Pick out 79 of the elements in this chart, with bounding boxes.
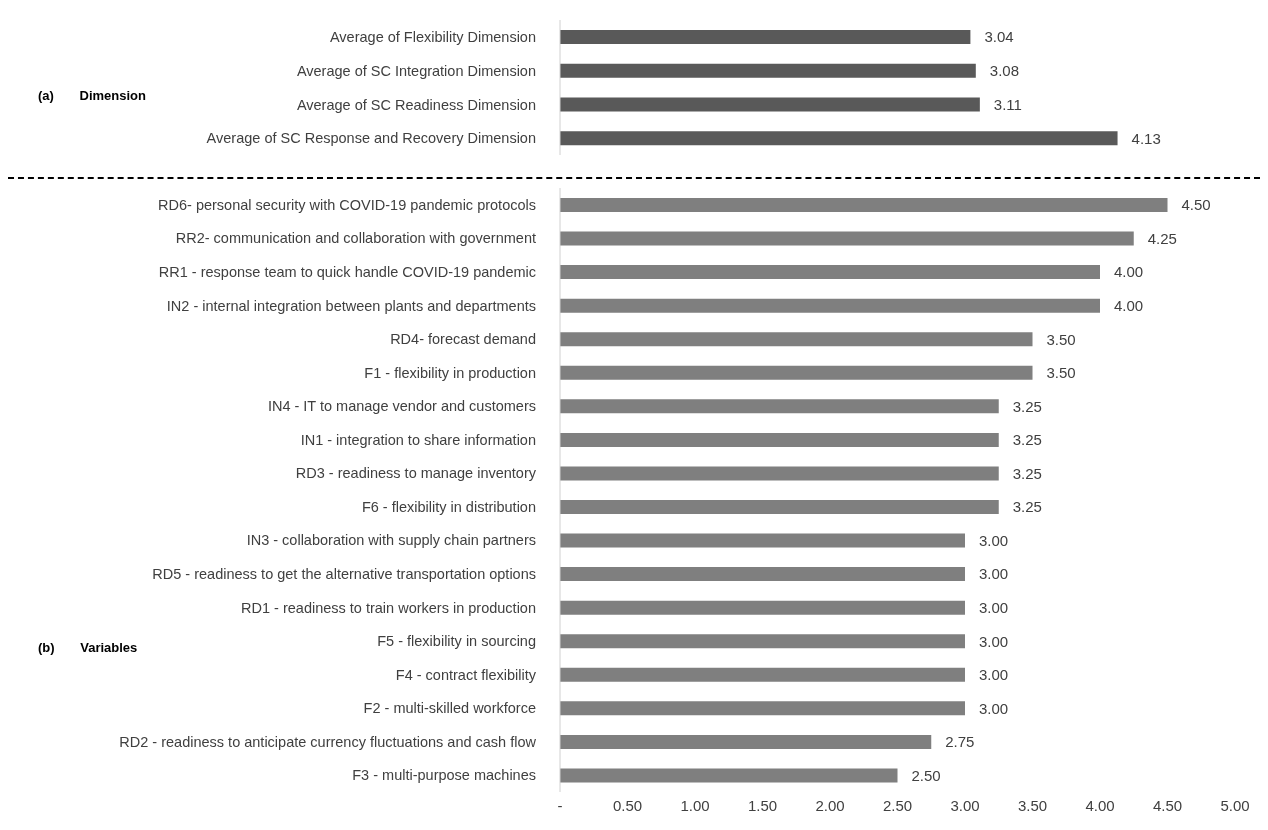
- y-tick-label: Average of Flexibility Dimension: [329, 29, 536, 46]
- data-label: 3.25: [1012, 464, 1042, 482]
- x-tick-label: 5.00: [1220, 796, 1250, 814]
- bar: [560, 265, 1100, 280]
- data-label: 2.50: [911, 766, 941, 784]
- bar: [560, 432, 999, 447]
- y-tick-label: RD6- personal security with COVID-19 pandemic protocols: [158, 196, 536, 213]
- x-tick-label: 2.50: [882, 796, 913, 814]
- y-tick-label: F1 - flexibility in production: [364, 364, 536, 381]
- data-label: 3.08: [989, 62, 1019, 80]
- data-label: 3.00: [979, 666, 1009, 684]
- x-tick-label: 1.00: [680, 796, 710, 814]
- y-tick-label: IN3 - collaboration with supply chain partners: [246, 532, 536, 549]
- bar: [560, 63, 976, 78]
- y-tick-label: Average of SC Integration Dimension: [296, 62, 536, 79]
- bar: [560, 600, 965, 615]
- x-tick-label: 3.00: [950, 796, 980, 814]
- bar: [560, 332, 1033, 347]
- text: (b) Variables: [38, 640, 138, 655]
- y-tick-label: Average of SC Readiness Dimension: [296, 96, 536, 113]
- y-tick-label: IN2 - internal integration between plants and departments: [166, 297, 536, 314]
- data-label: 3.25: [1012, 397, 1042, 415]
- data-label: 3.04: [984, 28, 1014, 46]
- y-tick-label: F6 - flexibility in distribution: [361, 498, 536, 515]
- text: (a) Dimension: [38, 88, 146, 103]
- bar: [560, 701, 965, 716]
- x-tick-label: 0.50: [612, 796, 643, 814]
- data-label: 3.00: [979, 632, 1009, 650]
- data-label: 3.00: [979, 531, 1009, 549]
- data-label: 4.00: [1114, 296, 1144, 314]
- y-tick-label: IN4 - IT to manage vendor and customers: [267, 398, 536, 415]
- y-tick-label: RR2- communication and collaboration with government: [175, 230, 536, 247]
- data-label: 3.50: [1046, 364, 1076, 382]
- bar: [560, 131, 1118, 146]
- y-tick-label: IN1 - integration to share information: [300, 431, 536, 448]
- bar: [560, 667, 965, 682]
- data-label: 3.11: [993, 95, 1022, 113]
- y-tick-label: RD2 - readiness to anticipate currency fluctuations and cash flow: [119, 733, 537, 750]
- x-tick-label: 2.00: [815, 796, 845, 814]
- bar: [560, 365, 1033, 380]
- bar: [560, 97, 980, 112]
- y-tick-label: RD4- forecast demand: [390, 331, 536, 348]
- bar: [560, 30, 971, 44]
- bar: [560, 768, 898, 783]
- bar: [560, 533, 965, 548]
- y-tick-label: F2 - multi-skilled workforce: [363, 700, 536, 717]
- bar: [560, 231, 1134, 246]
- data-label: 4.25: [1147, 229, 1177, 247]
- data-label: 3.00: [979, 598, 1009, 616]
- y-tick-label: RD3 - readiness to manage inventory: [295, 465, 537, 482]
- x-tick-label: 4.00: [1085, 796, 1115, 814]
- data-label: 4.13: [1131, 129, 1161, 147]
- y-tick-label: RR1 - response team to quick handle COVID-19 pandemic: [158, 264, 536, 281]
- bar: [560, 567, 965, 582]
- y-tick-label: F3 - multi-purpose machines: [352, 767, 536, 784]
- bar: [560, 198, 1168, 212]
- x-tick-label: 4.50: [1152, 796, 1183, 814]
- data-label: 3.00: [979, 565, 1009, 583]
- x-tick-label: -: [557, 796, 563, 814]
- data-label: 3.00: [979, 699, 1009, 717]
- data-label: 3.25: [1012, 431, 1042, 449]
- data-label: 4.00: [1114, 263, 1144, 281]
- bar: [560, 399, 999, 414]
- data-label: 3.50: [1046, 330, 1076, 348]
- y-tick-label: RD5 - readiness to get the alternative transportation options: [152, 566, 536, 583]
- bar: [560, 734, 932, 749]
- bar: [560, 634, 965, 649]
- bar: [560, 298, 1100, 313]
- bar: [560, 466, 999, 481]
- y-tick-label: Average of SC Response and Recovery Dimension: [206, 130, 536, 147]
- x-tick-label: 3.50: [1017, 796, 1048, 814]
- x-tick-label: 1.50: [747, 796, 778, 814]
- y-tick-label: F5 - flexibility in sourcing: [377, 633, 536, 650]
- bar: [560, 500, 999, 514]
- data-label: 3.25: [1012, 498, 1042, 516]
- data-label: 4.50: [1181, 196, 1211, 214]
- y-tick-label: F4 - contract flexibility: [395, 666, 537, 683]
- data-label: 2.75: [945, 733, 975, 751]
- y-tick-label: RD1 - readiness to train workers in production: [241, 599, 536, 616]
